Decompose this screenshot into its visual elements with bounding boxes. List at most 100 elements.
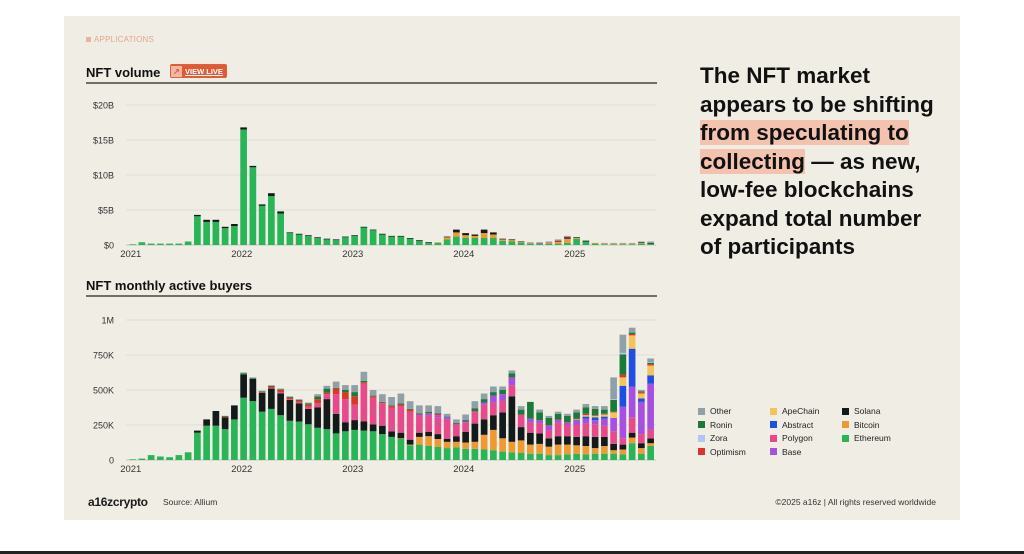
bar-segment-bitcoin <box>591 448 599 454</box>
buyers-title-rule <box>86 295 657 297</box>
legend-swatch <box>770 434 777 442</box>
view-live-button[interactable]: ↗ VIEW LIVE <box>170 64 227 78</box>
bar-segment-ethereum <box>527 453 534 460</box>
bar-segment-ronin <box>443 416 451 418</box>
bar-segment-polygon <box>379 403 386 426</box>
bar-segment-ethereum <box>295 421 303 460</box>
bar-segment-ethereum <box>129 459 136 460</box>
bar-segment-ethereum <box>517 242 525 245</box>
bar-segment-base <box>443 417 451 420</box>
bar-segment-ethereum <box>425 446 432 460</box>
bar-segment-ethereum <box>203 425 210 460</box>
legend-swatch <box>698 421 705 429</box>
bar-segment-other <box>508 370 516 374</box>
bar-segment-ronin <box>591 408 599 416</box>
bar-segment-solana <box>564 436 571 445</box>
bar-segment-base <box>536 420 543 424</box>
legend-item-zora: Zora <box>698 432 770 445</box>
bar-segment-other <box>342 385 349 390</box>
bar-segment-ronin <box>258 391 266 393</box>
x-tick-label: 2022 <box>231 249 252 260</box>
bar-segment-polygon <box>443 419 451 439</box>
bar-segment-solana <box>212 219 220 222</box>
bar-segment-ethereum <box>619 454 627 460</box>
bar-segment-solana <box>480 419 488 435</box>
bar-segment-ethereum <box>249 167 257 245</box>
buyers-chart-title: NFT monthly active buyers <box>86 278 253 293</box>
bar-segment-ethereum <box>638 453 645 460</box>
bar-segment-other <box>286 396 294 397</box>
bar-segment-ronin <box>360 380 368 383</box>
bar-segment-polygon <box>564 236 571 238</box>
bar-segment-other <box>480 393 488 400</box>
bar-segment-apechain <box>628 335 636 349</box>
y-tick-label: $10B <box>93 171 114 181</box>
bar-segment-solana <box>397 235 405 237</box>
bar-segment-ethereum <box>268 196 275 245</box>
bar-segment-solana <box>425 242 432 243</box>
y-tick-label: 0 <box>109 456 114 466</box>
bar-segment-optimism <box>323 392 331 395</box>
bar-segment-other <box>351 385 358 393</box>
bar-segment-ethereum <box>379 434 386 460</box>
bar-segment-ethereum <box>369 230 377 245</box>
bar-segment-optimism <box>277 390 284 393</box>
bar-segment-solana <box>286 232 294 234</box>
bar-segment-bitcoin <box>453 441 460 448</box>
y-tick-label: 250K <box>93 421 114 431</box>
bar-segment-ethereum <box>332 240 340 245</box>
bar-segment-other <box>545 241 553 243</box>
bar-segment-base <box>647 383 654 430</box>
bar-segment-optimism <box>305 404 312 407</box>
bar-segment-solana <box>406 238 414 239</box>
bar-segment-other <box>638 241 645 243</box>
bar-segment-other <box>517 406 525 410</box>
bar-segment-polygon <box>545 242 553 243</box>
legend-label: Solana <box>854 406 881 417</box>
bar-segment-abstract <box>619 385 627 407</box>
legend-label: Abstract <box>782 419 814 430</box>
volume-title-rule <box>86 82 657 84</box>
bar-segment-polygon <box>647 429 654 439</box>
bar-segment-ethereum <box>166 243 173 245</box>
bar-segment-other <box>406 401 414 409</box>
legend-item-optimism: Optimism <box>698 446 770 459</box>
bar-segment-solana <box>351 235 358 236</box>
bar-segment-abstract <box>573 420 580 421</box>
bar-segment-ethereum <box>277 415 284 460</box>
bar-segment-base <box>508 377 516 386</box>
bar-segment-other <box>490 386 497 393</box>
bar-segment-other <box>388 397 395 406</box>
bar-segment-bitcoin <box>499 239 506 241</box>
bar-segment-other <box>499 386 506 390</box>
bar-segment-bitcoin <box>545 242 553 244</box>
bar-segment-solana <box>536 433 543 444</box>
legend-item-bitcoin: Bitcoin <box>842 419 914 432</box>
bar-segment-optimism <box>295 400 303 402</box>
bar-segment-other <box>573 409 580 413</box>
bar-segment-base <box>425 413 432 416</box>
bar-segment-polygon <box>342 399 349 423</box>
bar-segment-ethereum <box>601 244 608 245</box>
bar-segment-solana <box>406 439 414 445</box>
x-tick-label: 2023 <box>342 464 363 475</box>
bar-segment-solana <box>647 242 654 244</box>
bar-segment-bitcoin <box>647 443 654 446</box>
bar-segment-ronin <box>379 401 386 403</box>
legend-item-apechain: ApeChain <box>770 405 842 418</box>
x-tick-label: 2024 <box>453 249 474 260</box>
bar-segment-ethereum <box>194 216 201 245</box>
bar-segment-ethereum <box>157 456 164 460</box>
bar-segment-polygon <box>425 415 432 432</box>
bar-segment-other <box>554 411 562 414</box>
bar-segment-base <box>638 401 645 435</box>
bar-segment-solana <box>277 393 284 416</box>
bar-segment-polygon <box>536 242 543 244</box>
bar-segment-base <box>490 395 497 403</box>
bar-segment-solana <box>647 438 654 444</box>
bar-segment-solana <box>582 436 590 446</box>
bar-segment-ethereum <box>286 420 294 460</box>
bar-segment-ethereum <box>360 430 368 460</box>
bar-segment-ethereum <box>203 221 210 245</box>
bar-segment-base <box>601 418 608 426</box>
